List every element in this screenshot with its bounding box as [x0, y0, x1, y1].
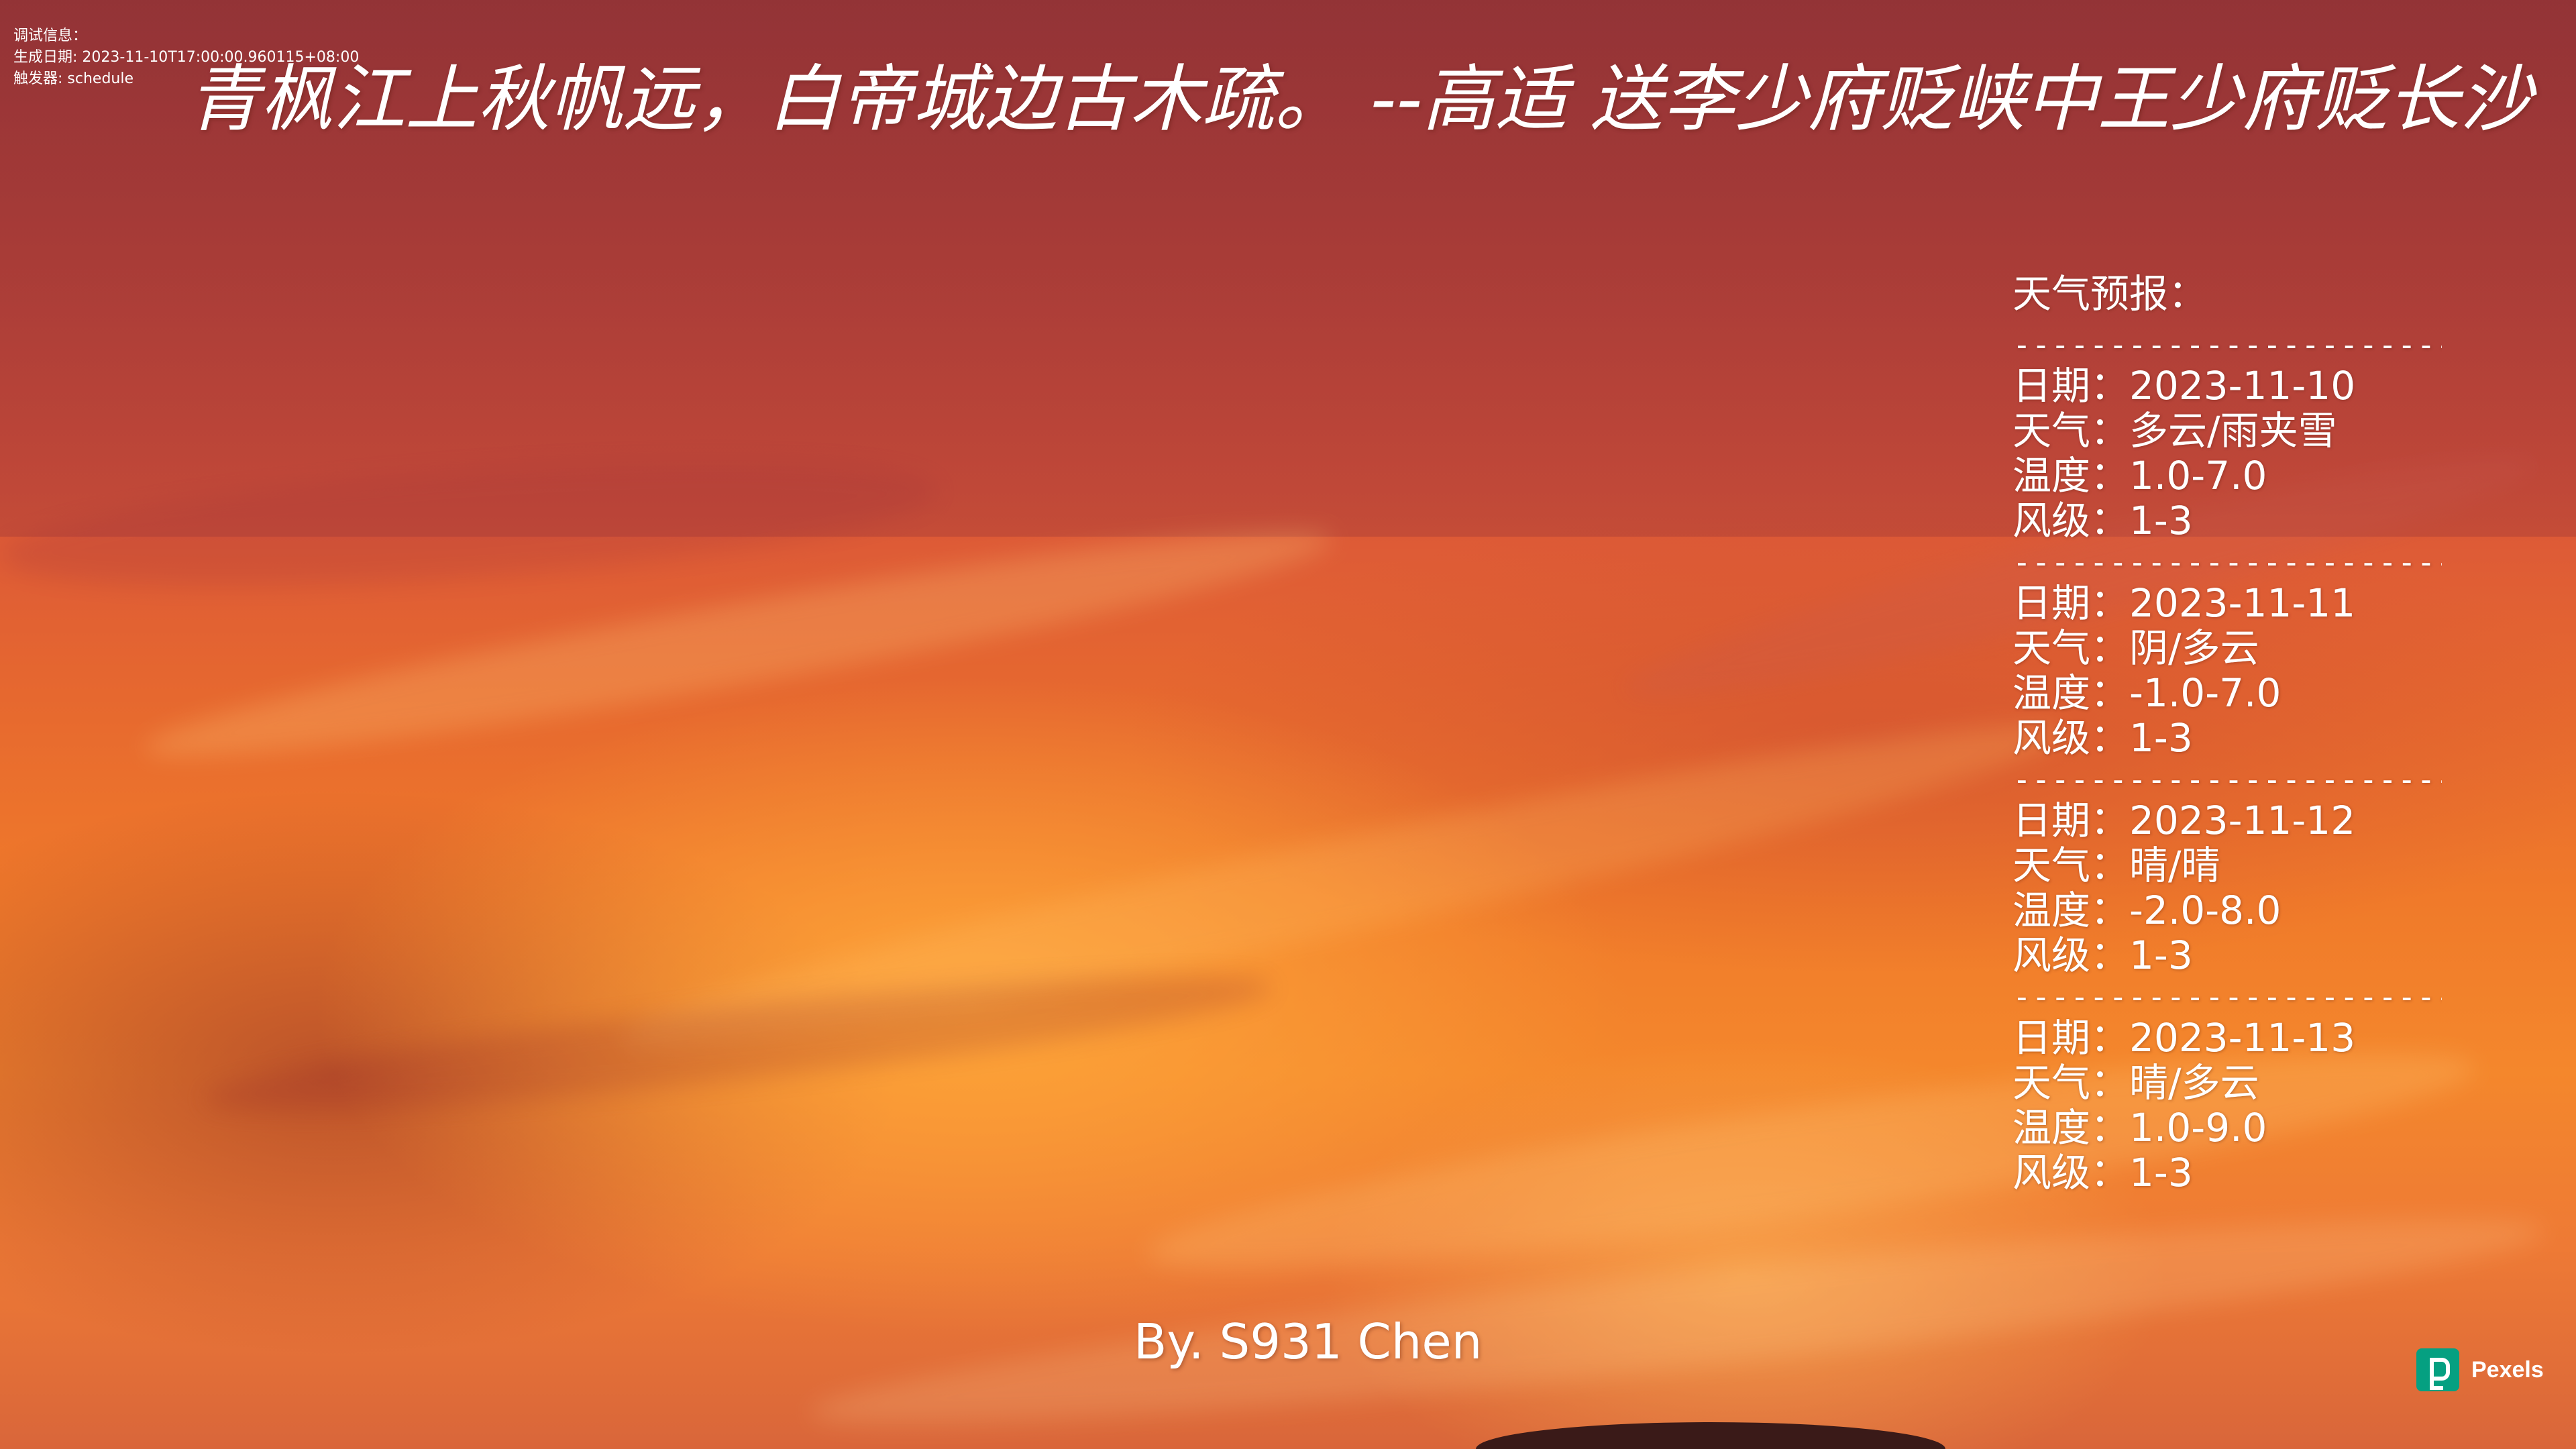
wind-label: 风级	[2012, 498, 2091, 543]
wind-label: 风级	[2012, 1150, 2091, 1195]
separator: ：	[2090, 363, 2130, 409]
weather-label: 天气	[2012, 625, 2091, 671]
wind-row: 风级：1-3	[2012, 498, 2442, 543]
weather-value: 晴/晴	[2129, 843, 2220, 888]
weather-row: 天气：多云/雨夹雪	[2012, 409, 2442, 453]
separator: ：	[2090, 453, 2130, 498]
divider: -----------------------------	[2012, 544, 2442, 580]
debug-generated-date: 生成日期: 2023-11-10T17:00:00.960115+08:00	[13, 49, 360, 66]
separator: ：	[2090, 798, 2130, 843]
weather-value: 阴/多云	[2129, 625, 2259, 671]
temp-row: 温度：1.0-9.0	[2012, 1106, 2442, 1150]
temp-label: 温度	[2012, 888, 2091, 933]
author-signature: By. S931 Chen	[1134, 1313, 1483, 1370]
weather-row: 天气：晴/晴	[2012, 843, 2442, 888]
weather-label: 天气	[2012, 843, 2091, 888]
forecast-day: 日期：2023-11-13 天气：晴/多云 温度：1.0-9.0 风级：1-3	[2012, 1016, 2442, 1195]
separator: ：	[2090, 843, 2130, 888]
temp-row: 温度：-2.0-8.0	[2012, 888, 2442, 933]
date-value: 2023-11-12	[2129, 798, 2356, 843]
separator: ：	[2090, 408, 2130, 453]
debug-info: 调试信息： 生成日期: 2023-11-10T17:00:00.960115+0…	[13, 25, 359, 90]
wind-row: 风级：1-3	[2012, 1150, 2442, 1195]
separator: ：	[2090, 932, 2130, 978]
wind-row: 风级：1-3	[2012, 716, 2442, 761]
forecast-day: 日期：2023-11-12 天气：晴/晴 温度：-2.0-8.0 风级：1-3	[2012, 798, 2442, 978]
wind-value: 1-3	[2129, 498, 2193, 543]
pexels-watermark: Pexels	[2416, 1348, 2544, 1391]
date-label: 日期	[2012, 580, 2091, 626]
divider: -----------------------------	[2012, 979, 2442, 1015]
weather-value: 多云/雨夹雪	[2129, 408, 2337, 453]
wind-label: 风级	[2012, 932, 2091, 978]
wind-value: 1-3	[2129, 1150, 2193, 1195]
separator: ：	[2090, 1105, 2130, 1150]
date-value: 2023-11-13	[2129, 1015, 2356, 1061]
debug-title: 调试信息：	[13, 28, 88, 44]
weather-value: 晴/多云	[2129, 1060, 2259, 1106]
date-row: 日期：2023-11-11	[2012, 581, 2442, 626]
date-row: 日期：2023-11-10	[2012, 364, 2442, 409]
separator: ：	[2090, 715, 2130, 761]
debug-trigger: 触发器: schedule	[13, 70, 133, 87]
temp-label: 温度	[2012, 453, 2091, 498]
poem-line: 青枫江上秋帆远，白帝城边古木疏。 --高适 送李少府贬峡中王少府贬长沙	[188, 58, 2532, 142]
wind-label: 风级	[2012, 715, 2091, 761]
weather-label: 天气	[2012, 408, 2091, 453]
wind-value: 1-3	[2129, 932, 2193, 978]
date-value: 2023-11-10	[2129, 363, 2356, 409]
divider: -----------------------------	[2012, 327, 2442, 363]
weather-forecast: 天气预报： ----------------------------- 日期：2…	[2012, 262, 2442, 1195]
temp-value: -2.0-8.0	[2129, 888, 2282, 933]
separator: ：	[2090, 1015, 2130, 1061]
temp-value: 1.0-7.0	[2129, 453, 2267, 498]
date-label: 日期	[2012, 363, 2091, 409]
wind-row: 风级：1-3	[2012, 933, 2442, 978]
temp-row: 温度：-1.0-7.0	[2012, 671, 2442, 716]
date-label: 日期	[2012, 1015, 2091, 1061]
separator: ：	[2090, 1060, 2130, 1106]
temp-value: -1.0-7.0	[2129, 670, 2282, 716]
pexels-label: Pexels	[2471, 1356, 2544, 1383]
temp-label: 温度	[2012, 670, 2091, 716]
pexels-logo-icon	[2416, 1348, 2459, 1391]
date-row: 日期：2023-11-13	[2012, 1016, 2442, 1061]
separator: ：	[2090, 580, 2130, 626]
divider: -----------------------------	[2012, 761, 2442, 798]
date-label: 日期	[2012, 798, 2091, 843]
date-value: 2023-11-11	[2129, 580, 2356, 626]
forecast-day: 日期：2023-11-10 天气：多云/雨夹雪 温度：1.0-7.0 风级：1-…	[2012, 364, 2442, 543]
wind-value: 1-3	[2129, 715, 2193, 761]
temp-row: 温度：1.0-7.0	[2012, 453, 2442, 498]
forecast-day: 日期：2023-11-11 天气：阴/多云 温度：-1.0-7.0 风级：1-3	[2012, 581, 2442, 761]
weather-label: 天气	[2012, 1060, 2091, 1106]
date-row: 日期：2023-11-12	[2012, 798, 2442, 843]
temp-label: 温度	[2012, 1105, 2091, 1150]
separator: ：	[2090, 888, 2130, 933]
separator: ：	[2090, 670, 2130, 716]
separator: ：	[2090, 625, 2130, 671]
weather-row: 天气：阴/多云	[2012, 626, 2442, 671]
weather-row: 天气：晴/多云	[2012, 1061, 2442, 1106]
temp-value: 1.0-9.0	[2129, 1105, 2267, 1150]
weather-title: 天气预报：	[2012, 271, 2208, 317]
separator: ：	[2090, 1150, 2130, 1195]
separator: ：	[2090, 498, 2130, 543]
